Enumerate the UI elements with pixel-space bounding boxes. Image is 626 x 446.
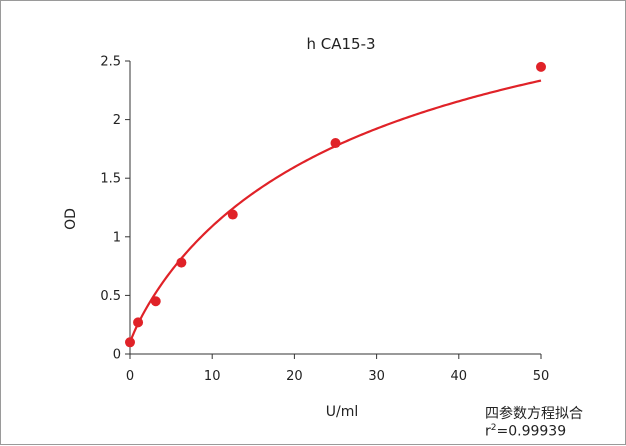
data-point (150, 296, 161, 307)
r-squared-prefix: r (485, 423, 491, 440)
y-axis-label: OD (63, 208, 79, 230)
data-point (125, 337, 135, 348)
r-squared-superscript: 2 (490, 423, 497, 433)
x-tick-label: 30 (368, 369, 385, 384)
data-point (536, 61, 546, 72)
y-tick-label: 0.5 (100, 289, 121, 304)
x-tick-label: 40 (451, 369, 468, 384)
data-point (227, 209, 238, 220)
fit-method-note: 四参数方程拟合 (485, 406, 583, 422)
y-tick-label: 2 (113, 113, 121, 128)
fit-curve (128, 79, 542, 344)
r-squared-value: =0.99939 (496, 423, 567, 440)
data-point (133, 317, 144, 328)
x-axis: 0 10 20 30 40 50 (126, 353, 550, 384)
y-axis: 0 0.5 1 1.5 2 2.5 (100, 55, 131, 363)
x-tick-label: 10 (204, 369, 221, 384)
y-tick-label: 0 (113, 348, 121, 363)
x-tick-label: 20 (286, 369, 303, 384)
data-point (176, 257, 187, 268)
x-axis-label: U/ml (326, 404, 359, 420)
x-tick-label: 50 (533, 369, 550, 384)
y-tick-label: 1.5 (100, 172, 121, 187)
y-tick-label: 1 (113, 230, 121, 245)
data-points (125, 61, 546, 348)
x-tick-label: 0 (126, 369, 134, 384)
chart-title: h CA15-3 (306, 35, 375, 53)
y-tick-label: 2.5 (100, 55, 121, 70)
data-point (330, 138, 341, 149)
r-squared-note: r2=0.99939 (485, 423, 566, 440)
